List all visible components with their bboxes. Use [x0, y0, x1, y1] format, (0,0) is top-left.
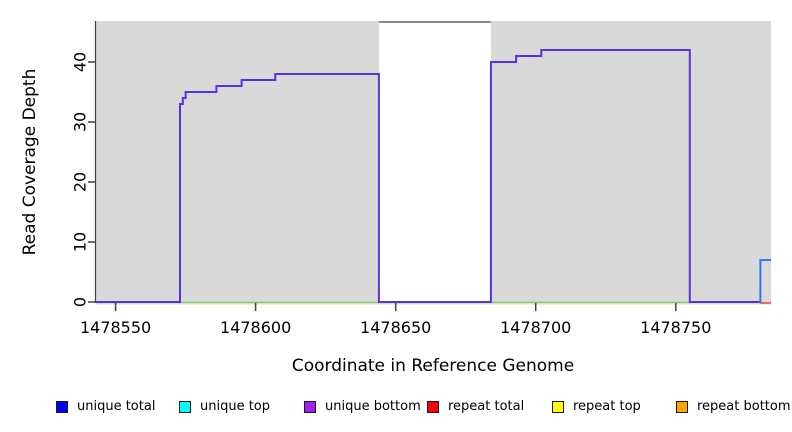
legend-label-repeat-top: repeat top — [573, 399, 641, 414]
legend-label-unique-total: unique total — [77, 399, 156, 414]
legend-label-unique-bottom: unique bottom — [325, 399, 421, 414]
legend-item-repeat-bottom: repeat bottom — [676, 400, 791, 414]
series-unique-bottom-main — [96, 49, 760, 303]
masked-region — [378, 21, 491, 303]
legend-swatch-unique-total — [56, 401, 68, 413]
legend-swatch-repeat-bottom — [676, 401, 688, 413]
y-tick-label: 40 — [70, 51, 90, 73]
legend-swatch-unique-bottom — [304, 401, 316, 413]
legend-item-unique-total: unique total — [56, 400, 155, 414]
y-tick-label: 10 — [70, 231, 90, 253]
x-tick-label: 1478600 — [220, 318, 292, 337]
x-axis-title: Coordinate in Reference Genome — [291, 356, 575, 376]
legend-swatch-unique-top — [179, 401, 191, 413]
legend-item-repeat-top: repeat top — [552, 400, 641, 414]
y-tick-label: 0 — [70, 296, 90, 308]
x-tick-label: 1478550 — [79, 318, 152, 337]
y-axis-title: Read Coverage Depth — [20, 68, 40, 256]
legend-swatch-repeat-top — [552, 401, 564, 413]
x-tick-label: 1478700 — [500, 318, 572, 337]
legend-label-repeat-bottom: repeat bottom — [697, 399, 791, 414]
legend-swatch-repeat-total — [427, 401, 439, 413]
x-tick-label: 1478750 — [640, 318, 712, 337]
series-unique-top-right — [759, 259, 771, 303]
x-tick-label: 1478650 — [360, 318, 432, 337]
y-tick-label: 20 — [70, 171, 90, 193]
legend-label-unique-top: unique top — [200, 399, 271, 414]
legend-item-unique-bottom: unique bottom — [304, 400, 421, 414]
y-tick-label: 30 — [70, 111, 90, 133]
legend-item-unique-top: unique top — [179, 400, 270, 414]
legend-item-repeat-total: repeat total — [427, 400, 524, 414]
legend-label-repeat-total: repeat total — [448, 399, 525, 414]
